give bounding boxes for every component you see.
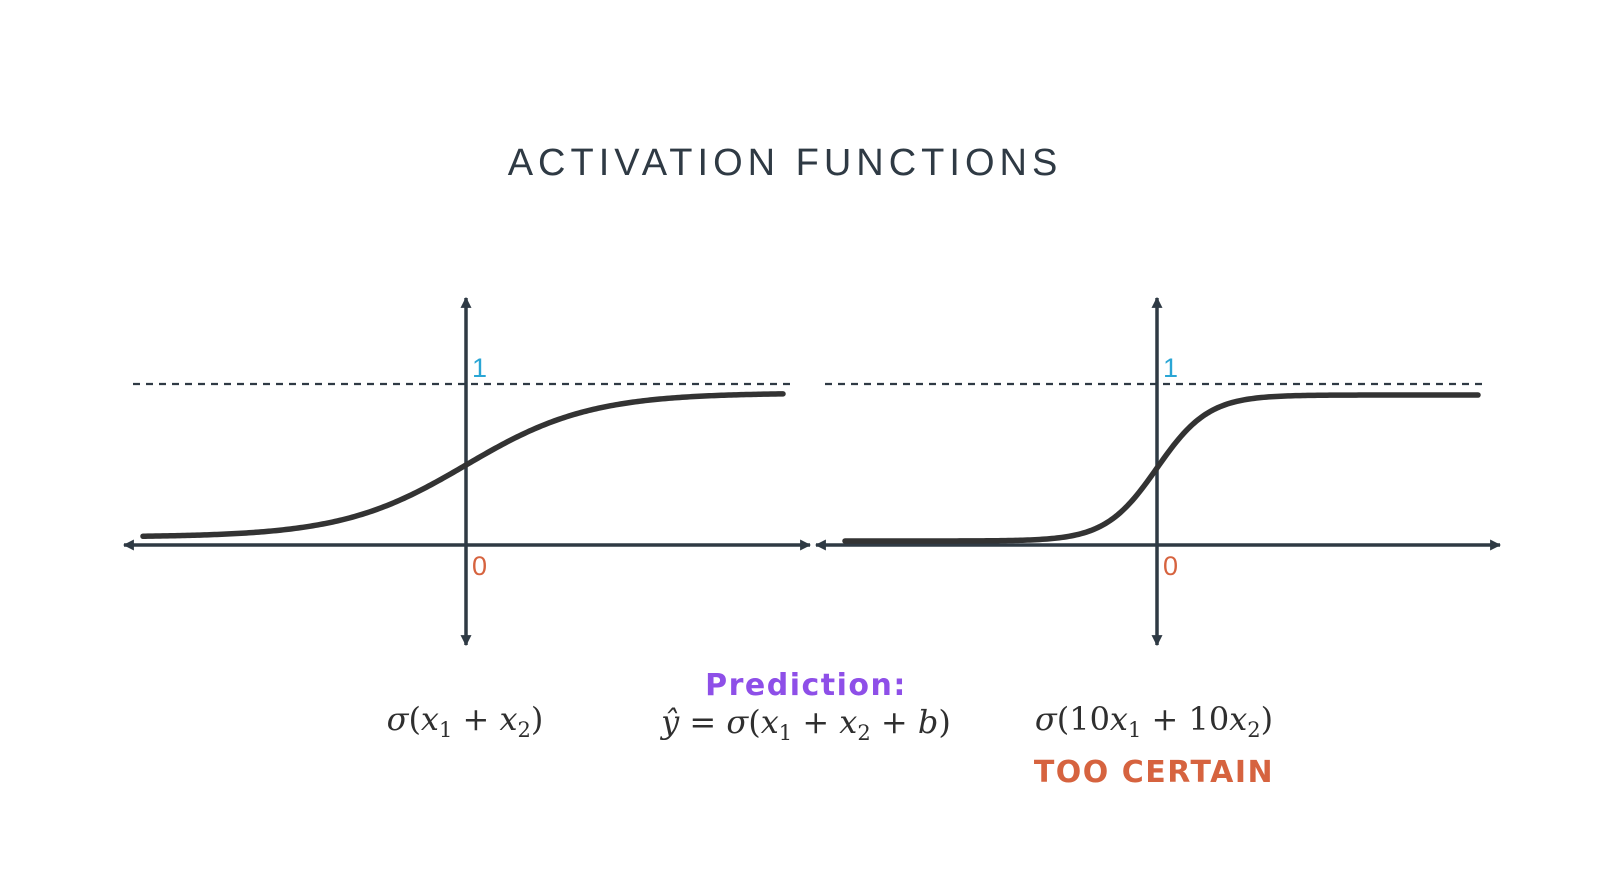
prediction-formula: ŷ = σ(x1 + x2 + b)	[659, 703, 951, 745]
too-certain-label: TOO CERTAIN	[1034, 755, 1274, 790]
right-one-label: 1	[1163, 353, 1178, 383]
left-one-label: 1	[472, 353, 487, 383]
right-plot: 1 0	[814, 296, 1502, 647]
left-sigmoid-curve	[140, 391, 786, 539]
left-zero-label: 0	[472, 551, 487, 581]
right-sigmoid-curve	[842, 392, 1481, 544]
right-formula: σ(10x1 + 10x2)	[1035, 700, 1273, 742]
prediction-label: Prediction:	[705, 668, 907, 703]
slide-title: ACTIVATION FUNCTIONS	[508, 142, 1063, 184]
left-formula: σ(x1 + x2)	[387, 700, 544, 742]
right-zero-label: 0	[1163, 551, 1178, 581]
left-plot: 1 0	[122, 296, 812, 647]
